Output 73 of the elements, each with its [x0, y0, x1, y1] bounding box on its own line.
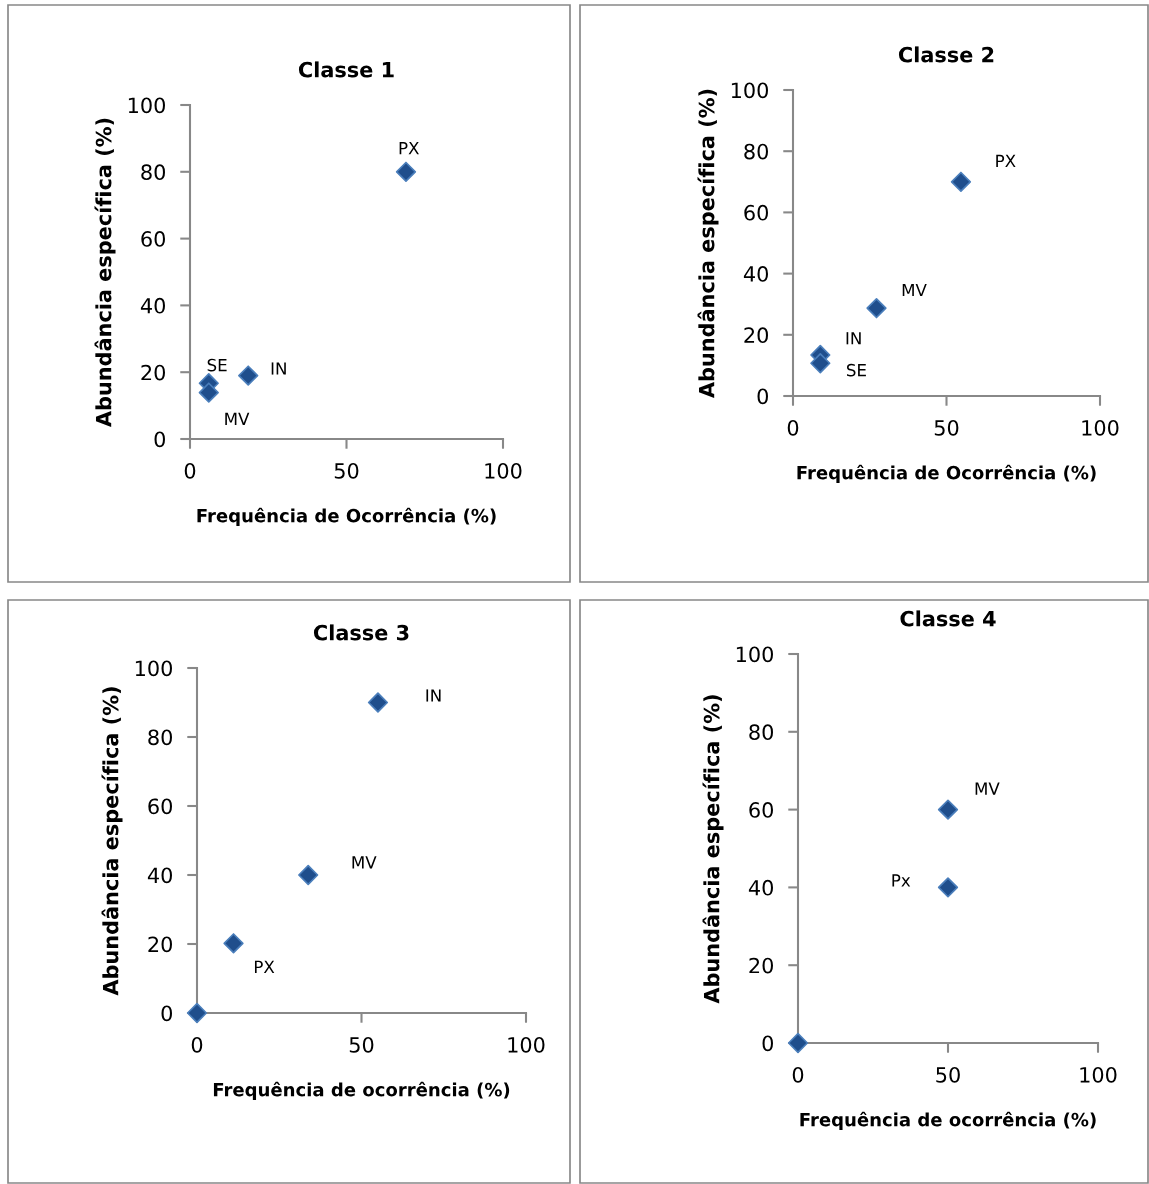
y-tick-label: 100	[731, 82, 768, 99]
annotation: MV	[902, 283, 927, 297]
y-tick-label: 40	[748, 879, 773, 896]
y-tick-label: 20	[744, 327, 769, 344]
x-tick-label: 0	[792, 1066, 804, 1083]
y-tick-label: 60	[141, 231, 166, 247]
chart-title: Classe 3	[313, 624, 409, 641]
x-tick-label: 0	[184, 462, 196, 479]
point	[395, 161, 417, 182]
annotation: IN	[271, 362, 286, 375]
x-axis-title: Frequência de Ocorrência (%)	[197, 507, 496, 526]
x-tick-label: 50	[934, 419, 959, 436]
x-axis-title: Frequência de ocorrência (%)	[800, 1111, 1096, 1130]
y-tick-label: 0	[757, 388, 769, 405]
point	[198, 382, 219, 403]
annotation: IN	[846, 332, 861, 345]
y-tick-label: 40	[147, 867, 173, 884]
point	[223, 933, 244, 954]
point	[298, 864, 319, 886]
y-tick-label: 0	[154, 431, 166, 448]
y-axis-title: Abundância específica (%)	[697, 89, 719, 398]
y-tick-label: 80	[744, 143, 769, 160]
y-tick-label: 100	[128, 97, 165, 114]
point	[186, 1002, 208, 1024]
annotation: SE	[846, 363, 866, 377]
point	[787, 1032, 809, 1054]
y-tick-label: 60	[744, 204, 769, 221]
chart-title: Classe 2	[898, 46, 994, 63]
point	[810, 353, 831, 374]
y-tick-label: 80	[141, 164, 166, 181]
x-tick-label: 100	[508, 1036, 545, 1053]
x-tick-label: 100	[1080, 1066, 1117, 1083]
y-tick-label: 20	[141, 364, 166, 381]
x-tick-label: 0	[191, 1036, 203, 1053]
annotation: PX	[254, 960, 275, 973]
y-tick-label: 40	[743, 266, 769, 282]
x-axis-title: Frequência de ocorrência (%)	[213, 1081, 510, 1100]
annotation: Px	[892, 874, 911, 887]
x-tick-label: 50	[349, 1036, 374, 1053]
y-axis-title: Abundância específica (%)	[94, 118, 116, 427]
annotation: PX	[399, 142, 419, 155]
x-tick-label: 100	[1082, 419, 1119, 436]
point	[937, 877, 959, 898]
y-tick-label: 20	[749, 957, 773, 974]
point	[238, 365, 259, 386]
x-axis-title: Frequência de Ocorrência (%)	[797, 464, 1096, 483]
y-tick-label: 80	[148, 729, 173, 746]
y-tick-label: 100	[736, 646, 773, 663]
y-axis-title: Abundância específica (%)	[101, 687, 123, 996]
y-tick-label: 100	[135, 660, 172, 677]
x-tick-label: 0	[787, 419, 799, 436]
y-axis-title: Abundância específica (%)	[702, 695, 724, 1004]
chart-title: Classe 4	[900, 610, 996, 627]
y-tick-label: 20	[148, 936, 173, 953]
y-tick-label: 60	[148, 798, 173, 815]
point	[950, 171, 972, 192]
x-tick-label: 100	[485, 462, 522, 479]
point	[367, 692, 389, 713]
point	[866, 298, 887, 319]
y-tick-label: 60	[749, 802, 773, 818]
annotation: SE	[207, 358, 227, 372]
x-tick-label: 50	[334, 462, 359, 479]
annotation: IN	[426, 689, 441, 702]
point	[937, 799, 959, 820]
annotation: PX	[996, 154, 1016, 167]
y-tick-label: 0	[161, 1005, 173, 1022]
x-tick-label: 50	[936, 1066, 960, 1083]
annotation: MV	[352, 856, 377, 869]
y-tick-label: 80	[749, 724, 773, 741]
annotation: MV	[225, 412, 250, 425]
y-tick-label: 40	[140, 297, 166, 314]
chart-title: Classe 1	[298, 61, 394, 78]
annotation: MV	[975, 782, 1000, 795]
